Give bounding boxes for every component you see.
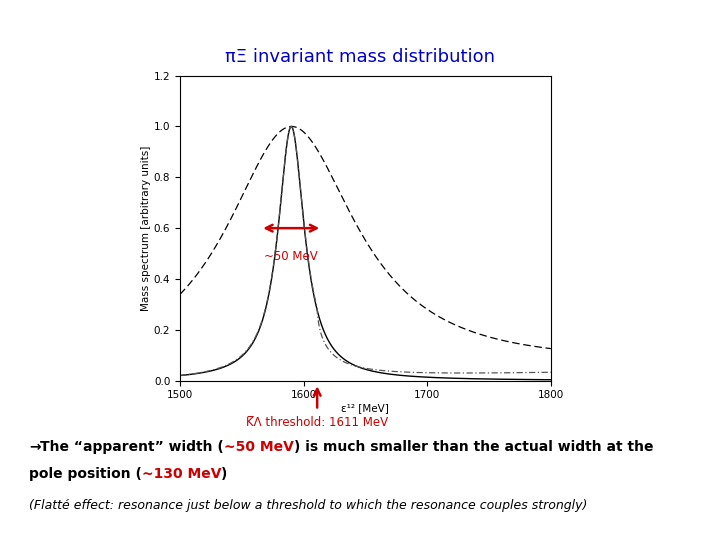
Text: K̅Λ threshold: 1611 MeV: K̅Λ threshold: 1611 MeV <box>246 416 388 429</box>
Text: (Flatté effect: resonance just below a threshold to which the resonance couples : (Flatté effect: resonance just below a t… <box>29 500 588 512</box>
Y-axis label: Mass spectrum [arbitrary units]: Mass spectrum [arbitrary units] <box>141 145 151 311</box>
Text: ) is much smaller than the actual width at the: ) is much smaller than the actual width … <box>294 440 654 454</box>
Text: ~50 MeV: ~50 MeV <box>264 250 318 263</box>
Text: The “apparent” width (: The “apparent” width ( <box>40 440 224 454</box>
X-axis label: ε¹² [MeV]: ε¹² [MeV] <box>341 403 390 413</box>
Text: →: → <box>29 440 40 454</box>
Text: ): ) <box>221 467 228 481</box>
Text: ~130 MeV: ~130 MeV <box>142 467 221 481</box>
Text: ~50 MeV: ~50 MeV <box>224 440 294 454</box>
Text: πΞ invariant mass distribution: πΞ invariant mass distribution <box>225 48 495 66</box>
Text: pole position (: pole position ( <box>29 467 142 481</box>
